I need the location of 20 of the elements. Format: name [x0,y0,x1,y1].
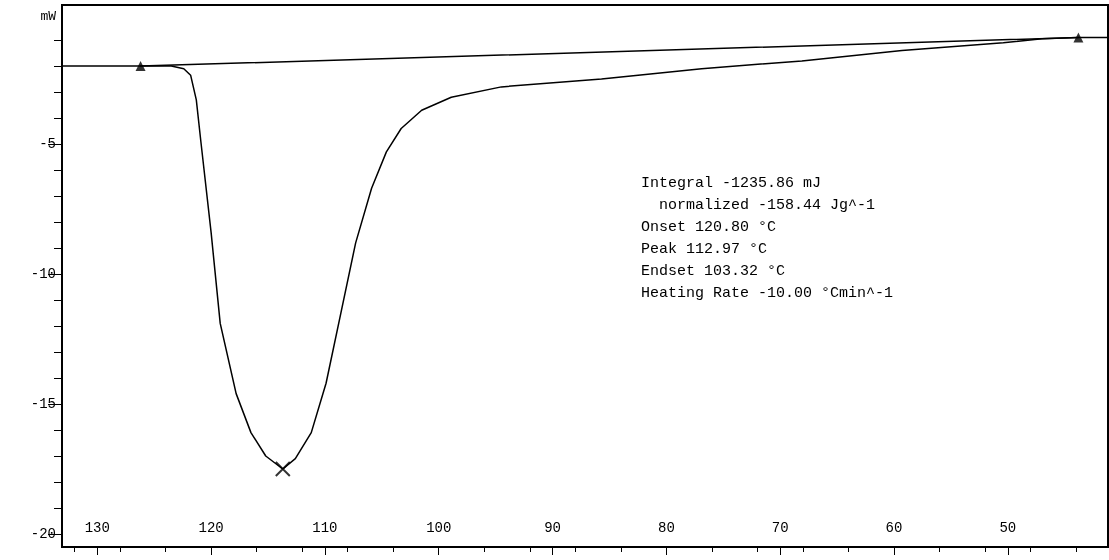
x-tick-label: 70 [771,520,789,536]
y-axis-title: mW [40,9,57,24]
x-tick-label: 90 [544,520,561,536]
annotation: Endset 103.32 °C [641,263,786,280]
y-tick-label: -5 [39,136,56,153]
x-tick-label: 50 [999,520,1017,536]
x-tick-label: 130 [84,520,110,536]
annotation: Onset 120.80 °C [641,219,777,236]
y-tick-label: -20 [30,526,56,542]
x-tick-label: 110 [312,520,338,536]
y-tick-label: -10 [30,266,56,283]
annotation: Peak 112.97 °C [641,241,768,258]
annotation: Heating Rate -10.00 °Cmin^-1 [641,285,894,302]
annotation: normalized -158.44 Jg^-1 [641,197,876,214]
x-tick-label: 120 [198,520,224,536]
x-tick-label: 60 [885,520,903,536]
x-tick-label: 100 [426,520,452,536]
x-tick-label: 80 [657,520,675,536]
annotation: Integral -1235.86 mJ [641,175,822,192]
y-tick-label: -15 [30,396,56,413]
